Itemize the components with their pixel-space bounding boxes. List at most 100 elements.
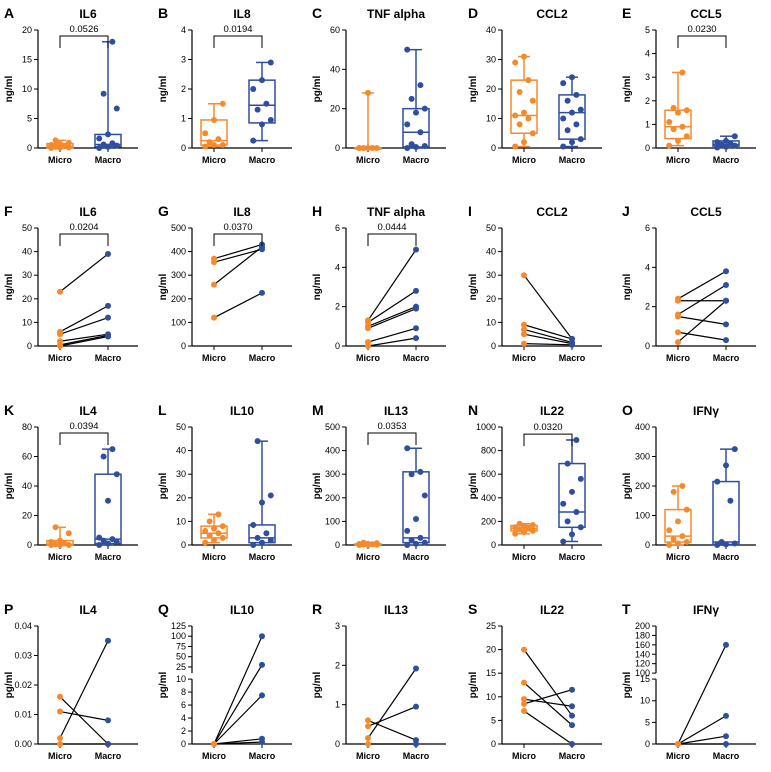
pair-line [677, 715, 727, 745]
y-tick-label: 30 [486, 270, 496, 280]
data-point [211, 142, 217, 149]
panel-title: CCL5 [690, 205, 722, 219]
x-tick-label: Micro [48, 751, 73, 761]
y-axis-label: pg/ml [312, 671, 323, 698]
panel-e: E CCL5 ng/ml 0 1 2 3 4 5 Micro Macro 0.0230 [622, 5, 756, 165]
y-tick-label: 50 [22, 223, 32, 233]
p-value-label: 0.0320 [533, 422, 562, 433]
data-point-macro [259, 289, 265, 296]
y-tick-label: 0 [491, 143, 496, 153]
x-tick-label: Macro [713, 751, 740, 761]
y-tick-label: 15 [640, 674, 650, 684]
panel-b: B IL8 ng/ml 0 1 2 3 4 Micro Macro 0.0194 [158, 5, 292, 165]
data-point [206, 532, 213, 539]
data-point [100, 141, 107, 148]
data-point [408, 471, 415, 478]
data-point-micro [365, 343, 371, 349]
y-tick-label: 60 [330, 25, 340, 35]
data-point [516, 121, 523, 128]
pair-line [523, 324, 573, 340]
panel-label: N [468, 402, 478, 418]
data-point [512, 59, 519, 66]
y-axis-label: ng/ml [622, 273, 633, 300]
data-point [727, 497, 734, 504]
data-point [525, 115, 532, 122]
y-tick-label: 20 [330, 104, 340, 114]
data-point [573, 121, 580, 128]
significance-bracket [59, 35, 109, 48]
y-tick-label: 0.03 [14, 651, 32, 661]
data-point [404, 527, 411, 534]
y-tick-label: 200 [635, 481, 650, 491]
data-point [250, 86, 257, 92]
y-tick-label: 200 [171, 294, 186, 304]
data-point [113, 539, 120, 546]
data-point [360, 539, 367, 546]
data-point [109, 140, 116, 147]
pair-line [523, 274, 573, 340]
x-tick-label: Micro [666, 552, 691, 562]
data-point [516, 88, 523, 95]
data-point-macro [569, 712, 575, 719]
data-point [373, 540, 380, 547]
data-point [365, 145, 371, 151]
x-tick-label: Macro [95, 552, 122, 562]
significance-bracket [213, 233, 263, 246]
p-value-label: 0.0370 [223, 222, 252, 233]
data-point [219, 523, 226, 530]
data-point [421, 492, 428, 499]
data-point [529, 130, 536, 137]
y-axis-label: pg/ml [158, 472, 169, 499]
data-point-macro [723, 268, 729, 275]
data-point-macro [413, 335, 419, 342]
data-point [731, 142, 738, 149]
data-point [263, 100, 270, 107]
data-point-micro [365, 723, 371, 730]
panel-label: P [4, 601, 13, 617]
data-point [573, 436, 580, 443]
y-tick-label: 0 [181, 540, 186, 550]
y-tick-label: 800 [481, 446, 496, 456]
pair-line [213, 248, 263, 263]
panel-label: H [312, 203, 322, 219]
data-point-macro [569, 722, 575, 729]
data-point-micro [521, 272, 527, 279]
data-point-micro [211, 281, 217, 288]
y-tick-label: 100 [171, 631, 186, 641]
data-point-macro [413, 741, 419, 747]
pair-line [59, 334, 109, 346]
y-tick-label: 2 [335, 302, 340, 312]
data-point [211, 116, 217, 123]
data-point [421, 539, 428, 546]
pair-line [523, 343, 573, 346]
data-point [413, 516, 419, 523]
y-tick-label: 20 [22, 25, 32, 35]
data-point-micro [57, 708, 63, 715]
panel-title: IL6 [79, 7, 97, 21]
data-point [259, 499, 265, 506]
y-tick-label: 0 [181, 739, 186, 749]
data-point-micro [365, 741, 371, 747]
x-tick-label: Macro [403, 552, 430, 562]
data-point [408, 141, 415, 148]
data-point [560, 115, 567, 122]
panel-title: IL10 [230, 603, 254, 617]
data-point-micro [365, 735, 371, 742]
data-point-micro [521, 646, 527, 653]
panel-title: IL4 [79, 404, 97, 418]
data-point [723, 143, 729, 150]
panel-label: D [468, 5, 478, 21]
data-point [356, 145, 363, 151]
y-axis-label: ng/ml [468, 75, 479, 102]
y-tick-label: 40 [176, 446, 186, 456]
pair-line [677, 315, 727, 325]
data-point-macro [569, 686, 575, 693]
pair-line [213, 664, 263, 745]
x-tick-label: Micro [356, 353, 381, 363]
x-tick-label: Macro [95, 353, 122, 363]
data-point [521, 523, 527, 530]
data-point-macro [259, 633, 265, 640]
data-point [96, 542, 103, 548]
data-point [564, 127, 571, 134]
x-tick-label: Micro [48, 353, 73, 363]
